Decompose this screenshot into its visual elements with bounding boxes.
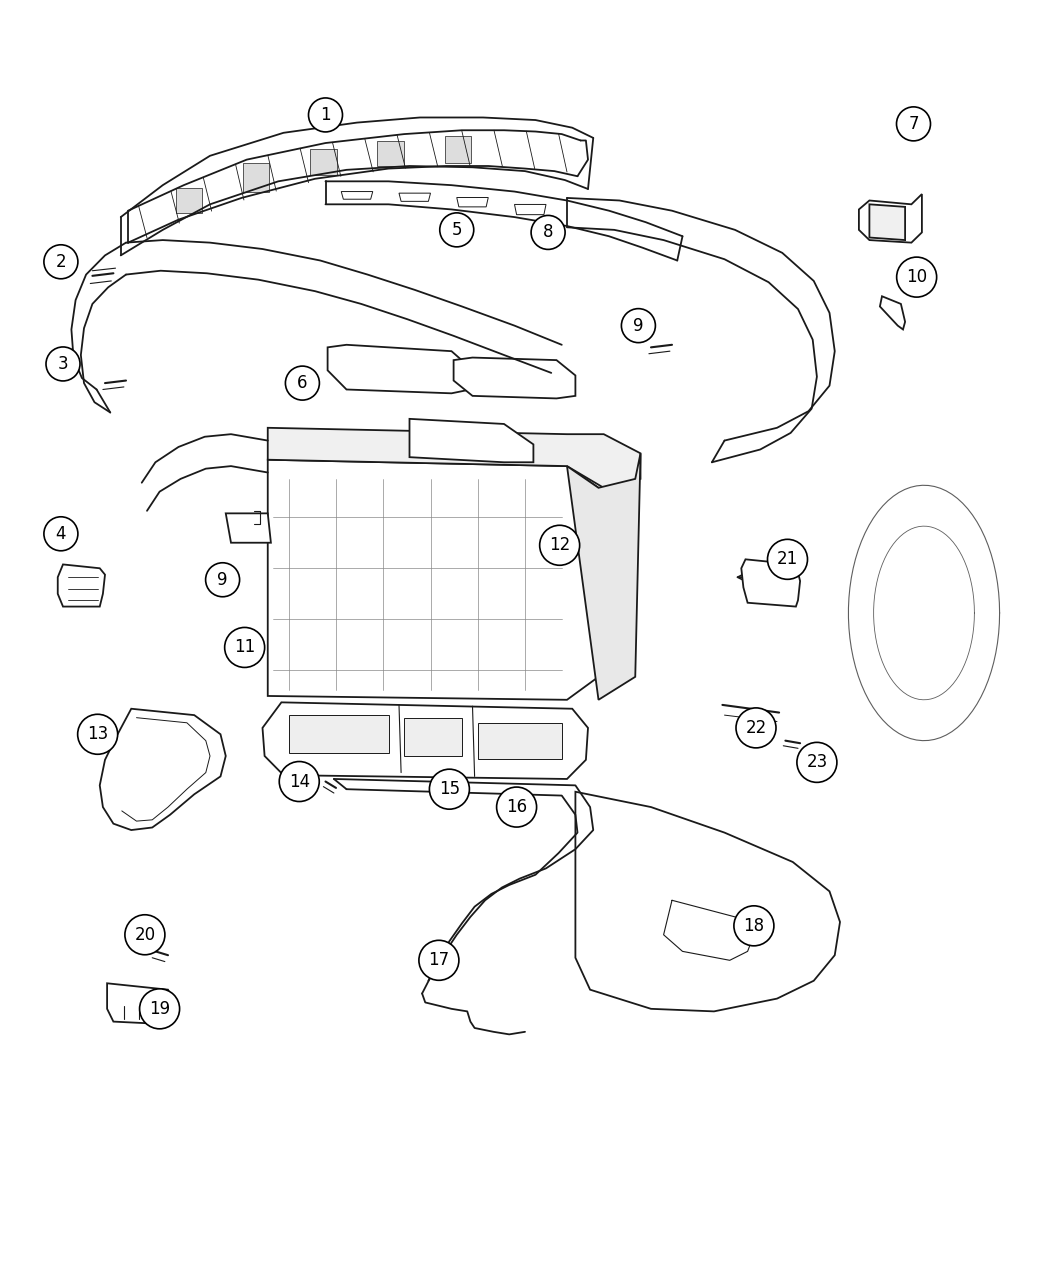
- Polygon shape: [880, 296, 905, 329]
- Circle shape: [540, 525, 580, 566]
- Polygon shape: [58, 564, 105, 607]
- Circle shape: [429, 769, 469, 810]
- Polygon shape: [454, 358, 575, 398]
- Text: 12: 12: [549, 536, 570, 554]
- Polygon shape: [262, 702, 588, 779]
- Text: 4: 4: [56, 525, 66, 543]
- Text: 9: 9: [633, 317, 644, 335]
- Polygon shape: [268, 460, 598, 700]
- Text: 23: 23: [806, 753, 827, 771]
- Polygon shape: [289, 715, 388, 753]
- Circle shape: [44, 517, 78, 550]
- Polygon shape: [100, 709, 226, 830]
- Polygon shape: [478, 723, 562, 759]
- Circle shape: [897, 257, 937, 298]
- Text: 9: 9: [217, 571, 228, 589]
- Polygon shape: [378, 140, 403, 166]
- Polygon shape: [399, 193, 430, 202]
- Text: 17: 17: [428, 951, 449, 969]
- Text: 11: 11: [234, 638, 255, 656]
- Text: 6: 6: [297, 374, 308, 392]
- Text: 22: 22: [746, 719, 766, 737]
- Text: 21: 21: [777, 550, 798, 568]
- Polygon shape: [244, 162, 269, 192]
- Circle shape: [440, 213, 474, 246]
- Text: 15: 15: [439, 780, 460, 798]
- Text: 16: 16: [506, 798, 527, 816]
- Circle shape: [419, 940, 459, 981]
- Polygon shape: [311, 148, 337, 175]
- Polygon shape: [107, 983, 173, 1024]
- Polygon shape: [514, 204, 546, 215]
- Text: 20: 20: [134, 926, 155, 944]
- Polygon shape: [175, 188, 202, 213]
- Text: 18: 18: [743, 917, 764, 935]
- Polygon shape: [457, 198, 488, 207]
- Circle shape: [497, 787, 537, 827]
- Text: 13: 13: [87, 725, 108, 743]
- Polygon shape: [567, 453, 640, 700]
- Circle shape: [125, 914, 165, 955]
- Circle shape: [225, 627, 265, 668]
- Circle shape: [44, 245, 78, 278]
- Circle shape: [78, 714, 118, 755]
- Polygon shape: [328, 345, 470, 393]
- Circle shape: [622, 309, 655, 342]
- Circle shape: [768, 539, 807, 580]
- Polygon shape: [859, 194, 922, 243]
- Circle shape: [309, 98, 342, 132]
- Circle shape: [531, 216, 565, 249]
- Circle shape: [206, 563, 239, 596]
- Text: 1: 1: [320, 106, 331, 124]
- Circle shape: [734, 905, 774, 946]
- Text: 3: 3: [58, 355, 68, 373]
- Circle shape: [279, 761, 319, 802]
- Circle shape: [797, 742, 837, 783]
- Circle shape: [140, 988, 180, 1029]
- Text: 5: 5: [452, 221, 462, 239]
- Polygon shape: [226, 513, 271, 543]
- Circle shape: [286, 366, 319, 400]
- Polygon shape: [341, 192, 373, 199]
- Text: 8: 8: [543, 223, 553, 241]
- Text: 19: 19: [149, 1000, 170, 1018]
- Polygon shape: [445, 135, 471, 163]
- Polygon shape: [410, 419, 533, 462]
- Polygon shape: [869, 204, 905, 240]
- Circle shape: [46, 347, 80, 381]
- Circle shape: [736, 707, 776, 748]
- Polygon shape: [268, 428, 640, 488]
- Text: 7: 7: [908, 115, 919, 133]
- Polygon shape: [404, 718, 462, 756]
- Circle shape: [897, 107, 930, 140]
- Text: 14: 14: [289, 773, 310, 790]
- Text: 2: 2: [56, 253, 66, 271]
- Polygon shape: [575, 792, 840, 1011]
- Polygon shape: [741, 559, 800, 607]
- Text: 10: 10: [906, 268, 927, 286]
